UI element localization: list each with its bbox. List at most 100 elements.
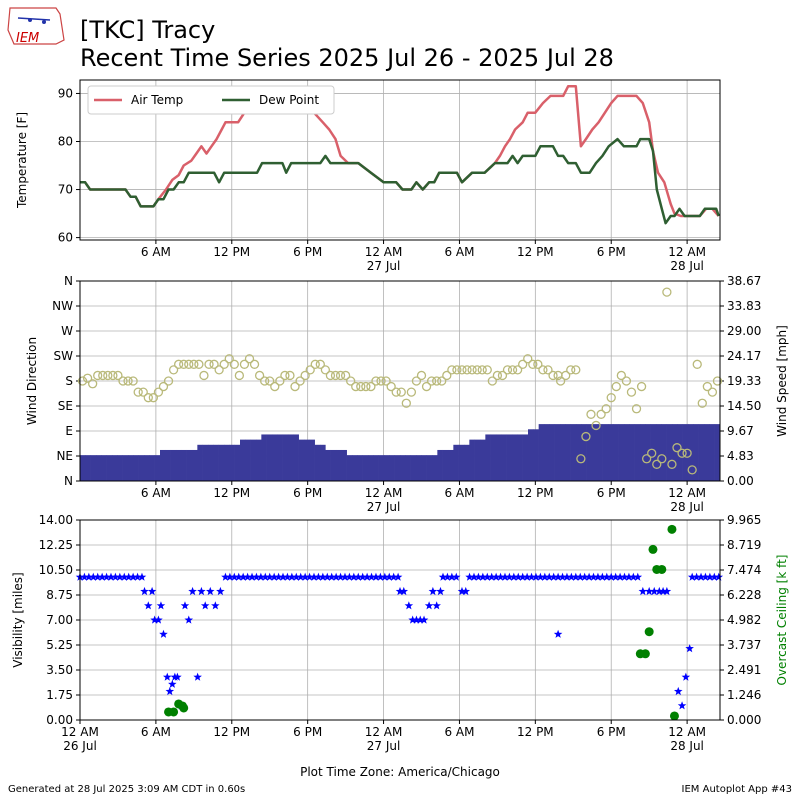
visibility-point	[482, 572, 492, 581]
wind-direction-point	[657, 454, 667, 464]
wind-direction-point	[586, 409, 596, 419]
visibility-point	[261, 572, 270, 581]
visibility-point	[345, 572, 354, 581]
visibility-point	[461, 586, 471, 596]
wind-speed-bar	[613, 424, 619, 481]
wind-direction-point	[538, 365, 548, 375]
wind-speed-bar	[512, 434, 518, 481]
wind-speed-bar	[288, 434, 294, 481]
wind-speed-bar	[608, 424, 614, 481]
wind-speed-bar	[181, 449, 187, 481]
wind-direction-point	[168, 365, 179, 375]
visibility-point	[314, 572, 323, 581]
wind-speed-bar	[640, 424, 646, 481]
vis-y2tick-label: 8.719	[727, 538, 761, 552]
wind-direction-point	[249, 359, 260, 369]
legend-dew-point-label: Dew Point	[259, 93, 319, 107]
visibility-point	[389, 572, 398, 581]
wind-y2tick-label: 4.83	[727, 449, 754, 463]
wind-direction-point	[406, 387, 417, 397]
visibility-point	[457, 586, 467, 596]
vis-xtick-label: 6 AM	[141, 725, 171, 739]
wind-direction-point	[93, 370, 103, 381]
vis-xtick-label: 12 AM	[365, 725, 403, 739]
wind-direction-point	[229, 359, 239, 369]
wind-speed-bar	[554, 424, 561, 481]
visibility-point	[97, 572, 107, 581]
wind-speed-bar	[304, 439, 310, 481]
temp-ytick-label: 60	[58, 231, 73, 245]
wind-y2tick-label: 14.50	[727, 399, 761, 413]
visibility-point	[658, 586, 668, 596]
visibility-point	[571, 572, 581, 581]
wind-y2tick-label: 33.83	[727, 299, 761, 313]
vis-y2tick-label: 1.246	[727, 688, 761, 702]
wind-speed-bar	[421, 455, 427, 481]
visibility-point	[162, 672, 172, 681]
visibility-point	[701, 572, 710, 581]
wind-direction-point	[108, 370, 118, 381]
visibility-point	[620, 572, 629, 581]
vis-y2tick-label: 9.965	[727, 513, 761, 527]
wind-direction-point	[148, 393, 159, 403]
visibility-point	[318, 572, 328, 581]
wind-speed-bar	[202, 444, 209, 481]
wind-speed-bar	[714, 424, 721, 481]
wind-direction-point	[320, 365, 331, 375]
vis-y2tick-label: 0.000	[727, 713, 761, 727]
temp-ytick-label: 90	[58, 86, 73, 100]
wind-speed-bar	[250, 439, 257, 481]
wind-speed-bar	[106, 455, 113, 481]
visibility-point	[165, 686, 175, 696]
vis-frame	[79, 519, 721, 721]
wind-direction-point	[153, 387, 164, 397]
temp-xtick-sublabel: 28 Jul	[670, 259, 704, 273]
vis-xtick-label: 12 AM	[668, 725, 706, 739]
wind-direction-point	[576, 454, 586, 464]
wind-y2tick-label: 24.17	[727, 349, 761, 363]
visibility-point	[200, 601, 210, 610]
wind-speed-bar	[160, 449, 166, 481]
wind-speed-bar	[176, 449, 182, 481]
wind-speed-bar	[117, 455, 123, 481]
wind-direction-point	[351, 381, 361, 392]
wind-direction-point	[391, 387, 401, 397]
visibility-point	[432, 601, 441, 610]
vis-ytick-label: 14.00	[39, 513, 73, 527]
visibility-point	[380, 572, 390, 581]
wind-direction-point	[219, 359, 229, 369]
wind-direction-point	[325, 370, 336, 381]
wind-direction-point	[179, 359, 189, 369]
visibility-point	[150, 615, 159, 624]
visibility-point	[230, 572, 239, 581]
wind-speed-bar	[565, 424, 571, 481]
wind-direction-point	[118, 376, 128, 386]
visibility-point	[274, 572, 283, 581]
wind-direction-point	[290, 381, 300, 392]
wind-y2tick-label: 29.00	[727, 324, 761, 338]
wind-speed-bar	[282, 434, 289, 481]
wind-speed-bar	[400, 455, 406, 481]
wind-speed-bar	[208, 444, 214, 481]
wind-speed-bar	[330, 449, 337, 481]
wind-speed-bar	[485, 434, 491, 481]
visibility-point	[247, 572, 257, 581]
wind-speed-bar	[138, 455, 145, 481]
visibility-point	[89, 572, 98, 581]
visibility-point	[527, 572, 536, 581]
wind-direction-point	[411, 376, 422, 386]
visibility-point	[243, 572, 252, 581]
wind-ytick-label: E	[65, 424, 73, 438]
visibility-point	[265, 572, 274, 581]
wind-direction-point	[437, 376, 447, 386]
visibility-point	[156, 601, 166, 610]
vis-ylabel: Visibility [miles]	[11, 572, 25, 667]
wind-speed-bar	[90, 455, 97, 481]
vis-y2tick-label: 2.491	[727, 663, 761, 677]
wind-direction-point	[133, 387, 143, 397]
wind-direction-point	[199, 370, 209, 381]
wind-direction-point	[682, 448, 692, 458]
wind-direction-point	[123, 376, 133, 386]
ceiling-point	[648, 544, 658, 554]
vis-ytick-label: 10.50	[39, 563, 73, 577]
